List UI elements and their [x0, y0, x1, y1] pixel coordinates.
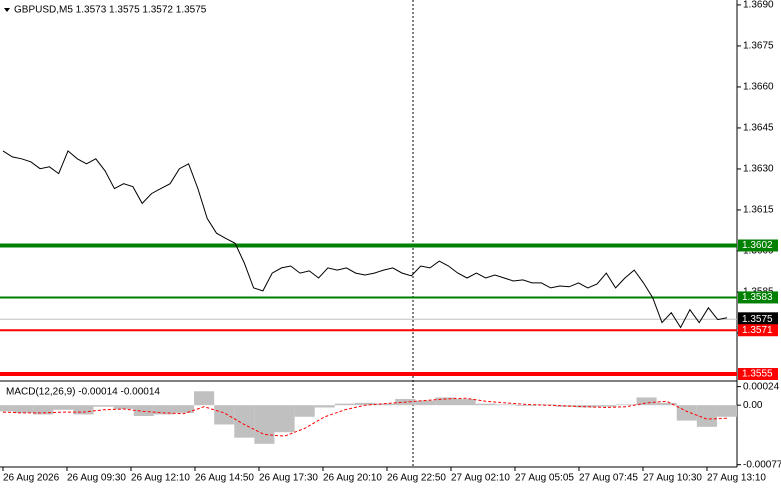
- level-label-box: [738, 239, 778, 252]
- macd-title: MACD(12,26,9) -0.00014 -0.00014: [6, 387, 160, 398]
- histogram-bar: [455, 399, 476, 406]
- x-tick-label: 27 Aug 02:10: [451, 473, 510, 484]
- signal-line: [2, 397, 728, 437]
- y-tick-label: 1.3630: [743, 164, 774, 175]
- y-tick-label: 1.3645: [743, 123, 774, 134]
- y-tick-label: 0.00: [743, 400, 763, 411]
- x-tick-label: 26 Aug 22:50: [387, 473, 446, 484]
- histogram-bar: [495, 404, 516, 406]
- x-tick-label: 26 Aug 17:30: [259, 473, 318, 484]
- histogram-bar: [274, 405, 295, 433]
- histogram-bar: [133, 405, 154, 416]
- histogram-bar: [334, 403, 355, 406]
- histogram-bar: [13, 405, 34, 413]
- histogram-bar: [0, 405, 14, 412]
- symbol-icon: [4, 8, 10, 12]
- x-tick-label: 27 Aug 10:30: [643, 473, 702, 484]
- y-tick-label: 1.3660: [743, 82, 774, 93]
- histogram-bar: [113, 405, 134, 410]
- histogram-bar: [596, 405, 617, 407]
- level-label-box: [738, 324, 778, 337]
- histogram-bar: [354, 402, 376, 406]
- histogram-bar: [294, 405, 315, 417]
- y-tick-label: 1.3675: [743, 41, 774, 52]
- histogram-bar: [375, 403, 396, 406]
- level-label: 1.3571: [742, 325, 773, 336]
- level-label: 1.3583: [742, 292, 773, 303]
- level-label: 1.3555: [742, 369, 773, 380]
- histogram-bar: [616, 404, 637, 406]
- histogram-bar: [33, 405, 54, 415]
- x-tick-label: 26 Aug 09:30: [67, 473, 126, 484]
- histogram-bar: [153, 405, 174, 415]
- histogram-bar: [515, 405, 536, 406]
- level-label-box: [738, 291, 778, 304]
- level-label: 1.3602: [742, 240, 773, 251]
- y-tick-label: 1.3615: [743, 205, 774, 216]
- y-tick-label: 0.00024: [743, 381, 780, 392]
- y-tick-label: -0.00077: [743, 459, 781, 470]
- histogram-bar: [194, 391, 215, 406]
- histogram-bar: [214, 405, 235, 425]
- level-label-box: [738, 367, 778, 380]
- histogram-bar: [53, 405, 74, 410]
- x-tick-label: 27 Aug 13:10: [707, 473, 766, 484]
- last-price-box: [738, 312, 778, 326]
- x-tick-label: 26 Aug 20:10: [323, 473, 382, 484]
- histogram-bar: [475, 403, 496, 406]
- histogram-bar: [415, 400, 436, 406]
- last-price-label: 1.3575: [742, 314, 773, 325]
- histogram-bar: [173, 405, 195, 413]
- x-tick-label: 26 Aug 14:50: [195, 473, 254, 484]
- x-tick-label: 27 Aug 05:05: [515, 473, 574, 484]
- histogram-bar: [556, 405, 577, 407]
- price-line: [2, 150, 728, 329]
- histogram-bar: [696, 405, 717, 427]
- histogram-bar: [716, 405, 738, 417]
- histogram-bar: [435, 397, 456, 406]
- histogram-bar: [676, 405, 697, 421]
- histogram-bar: [234, 405, 255, 438]
- histogram-bar: [254, 405, 275, 444]
- chart-title: GBPUSD,M5 1.3573 1.3575 1.3572 1.3575: [14, 5, 207, 16]
- histogram-bar: [93, 405, 114, 407]
- histogram-bar: [73, 405, 94, 415]
- x-tick-label: 26 Aug 2026: [3, 473, 60, 484]
- x-tick-label: 26 Aug 12:10: [131, 473, 190, 484]
- y-tick-label: 1.3690: [743, 0, 774, 11]
- histogram-bar: [576, 405, 597, 408]
- x-tick-label: 27 Aug 07:45: [579, 473, 638, 484]
- histogram-bar: [636, 397, 657, 406]
- histogram-bar: [314, 405, 335, 408]
- histogram-bar: [656, 402, 677, 406]
